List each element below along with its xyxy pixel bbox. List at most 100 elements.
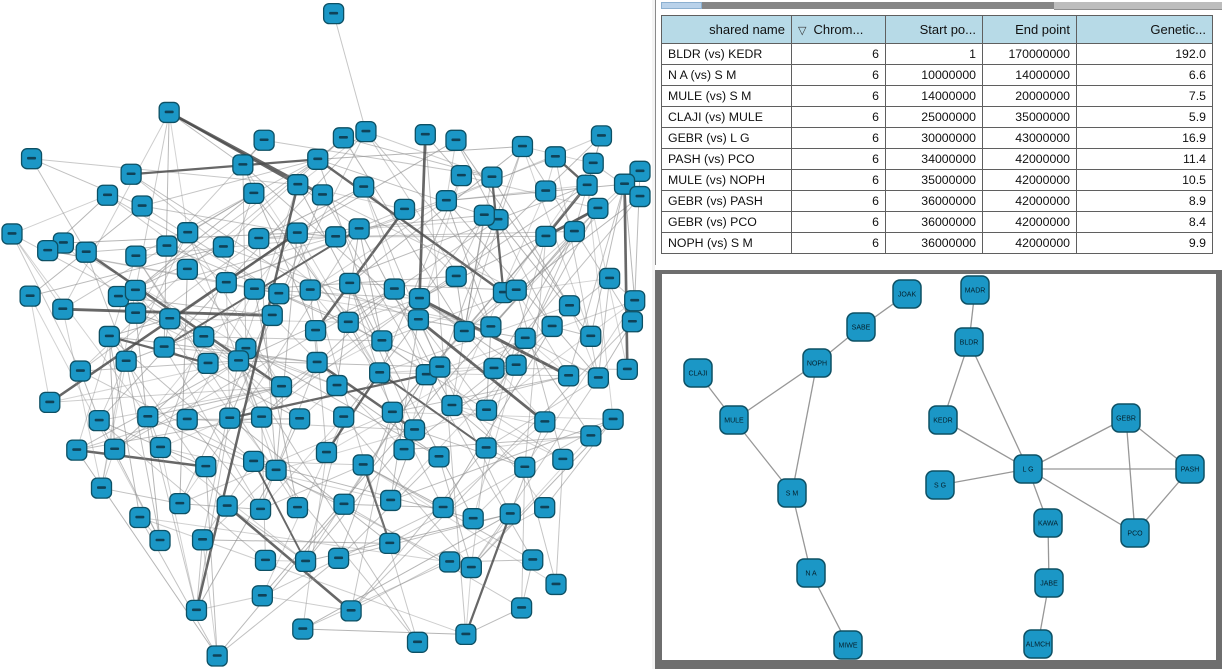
table-cell: 6 — [791, 190, 886, 212]
network-edge — [195, 418, 231, 611]
network-node[interactable] — [683, 358, 713, 388]
column-header-start-position[interactable]: Start po... — [885, 15, 983, 44]
network-edge — [446, 135, 602, 202]
network-edge — [463, 146, 523, 332]
network-edge — [195, 184, 299, 611]
table-row[interactable]: GEBR (vs) L G 6 30000000 43000000 16.9 — [661, 127, 1213, 149]
scrollbar-track[interactable] — [702, 2, 1054, 9]
table-row[interactable]: CLAJI (vs) MULE 6 25000000 35000000 5.9 — [661, 106, 1213, 128]
network-node[interactable] — [796, 558, 826, 588]
table-row[interactable]: GEBR (vs) PCO 6 36000000 42000000 8.4 — [661, 211, 1213, 233]
scrollbar-track-right[interactable] — [1054, 2, 1222, 10]
table-row[interactable]: MULE (vs) S M 6 14000000 20000000 7.5 — [661, 85, 1213, 107]
network-node[interactable] — [892, 279, 922, 309]
network-node[interactable] — [802, 348, 832, 378]
table-row[interactable]: GEBR (vs) PASH 6 36000000 42000000 8.9 — [661, 190, 1213, 212]
table-row[interactable]: BLDR (vs) KEDR 6 1 170000000 192.0 — [661, 43, 1213, 65]
table-cell: GEBR (vs) PASH — [661, 190, 792, 212]
network-edge — [142, 205, 298, 234]
column-header-end-point[interactable]: End point — [982, 15, 1077, 44]
network-edge — [223, 246, 419, 321]
network-edge — [392, 411, 614, 420]
panel-divider[interactable] — [652, 0, 655, 669]
network-edge — [791, 362, 818, 494]
network-node[interactable] — [1175, 454, 1205, 484]
network-node-label — [541, 234, 551, 238]
network-node-label — [635, 194, 645, 198]
table-cell: 6 — [791, 127, 886, 149]
table-row[interactable]: N A (vs) S M 6 10000000 14000000 6.6 — [661, 64, 1213, 86]
network-node[interactable] — [846, 312, 876, 342]
network-edge — [63, 242, 119, 297]
network-node-label — [346, 609, 356, 612]
network-node[interactable] — [719, 405, 749, 435]
network-node[interactable] — [777, 478, 807, 508]
network-node-label — [81, 250, 91, 253]
network-node[interactable] — [925, 470, 955, 500]
network-edge — [624, 184, 636, 301]
network-node-label — [435, 365, 445, 368]
column-header-shared-name[interactable]: shared name — [661, 15, 792, 44]
network-node-label — [305, 288, 315, 291]
network-edge — [418, 134, 427, 299]
network-edge — [524, 337, 599, 379]
network-node-label — [635, 169, 645, 173]
network-node[interactable] — [1023, 629, 1053, 659]
network-node-label — [456, 173, 466, 177]
network-node-label — [620, 182, 630, 186]
network-edge — [343, 503, 522, 609]
results-table: shared name ▽ Chrom... Start po... End po… — [661, 15, 1213, 254]
network-edge — [216, 503, 345, 657]
column-header-genetic[interactable]: Genetic... — [1076, 15, 1213, 44]
table-cell: 6 — [791, 232, 886, 254]
network-edge — [455, 140, 570, 307]
column-header-chromosome[interactable]: ▽ Chrom... — [791, 15, 886, 44]
network-edge — [142, 158, 318, 207]
network-node[interactable] — [960, 275, 990, 305]
network-node-label: CLAJI — [688, 371, 707, 378]
network-node-label — [301, 559, 311, 563]
network-node[interactable] — [1111, 403, 1141, 433]
network-node-label — [505, 512, 515, 515]
table-row[interactable]: MULE (vs) NOPH 6 35000000 42000000 10.5 — [661, 169, 1213, 191]
network-node[interactable] — [954, 327, 984, 357]
network-edge — [275, 232, 298, 471]
network-node-label — [547, 324, 557, 328]
table-row[interactable]: NOPH (vs) S M 6 36000000 42000000 9.9 — [661, 232, 1213, 254]
network-edge — [101, 487, 180, 505]
network-node[interactable] — [1013, 454, 1043, 484]
table-cell: PASH (vs) PCO — [661, 148, 792, 170]
network-edge — [336, 228, 360, 386]
table-cell: 6 — [791, 148, 886, 170]
network-edge — [348, 298, 420, 323]
network-node-label — [311, 328, 321, 332]
network-node[interactable] — [928, 405, 958, 435]
network-node[interactable] — [1033, 508, 1063, 538]
network-node[interactable] — [1034, 568, 1064, 598]
network-node-label — [520, 465, 530, 469]
network-edge — [108, 336, 141, 518]
network-edge — [390, 319, 419, 501]
network-node-label — [238, 163, 248, 166]
scrollbar-thumb[interactable] — [661, 2, 702, 9]
table-row[interactable]: PASH (vs) PCO 6 34000000 42000000 11.4 — [661, 148, 1213, 170]
network-node-label — [551, 582, 561, 586]
network-node-label — [58, 307, 68, 311]
network-edge — [392, 375, 569, 413]
network-edge — [414, 429, 525, 468]
network-node-label — [329, 11, 339, 15]
network-edge — [62, 112, 170, 310]
table-cell: GEBR (vs) PCO — [661, 211, 792, 233]
network-edge — [252, 460, 307, 562]
network-node-label: NOPH — [807, 361, 827, 368]
network-node[interactable] — [1120, 518, 1150, 548]
table-cell: 6 — [791, 211, 886, 233]
network-edge — [486, 409, 564, 460]
network-edge — [114, 360, 239, 450]
table-panel: shared name ▽ Chrom... Start po... End po… — [655, 0, 1222, 270]
table-cell: 20000000 — [982, 85, 1077, 107]
network-node[interactable] — [833, 630, 863, 660]
network-node-label — [605, 276, 615, 280]
network-node-label — [528, 558, 538, 561]
network-node-label — [420, 132, 430, 136]
